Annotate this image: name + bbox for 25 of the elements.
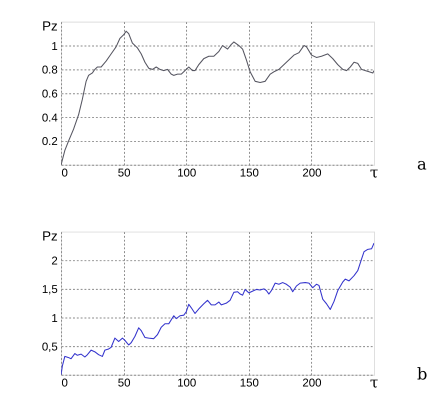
x-tick-label: 0	[62, 378, 68, 390]
y-tick-label: 0.2	[42, 136, 58, 148]
y-tick-label: 1	[51, 40, 58, 53]
y-tick-label: 0.6	[42, 88, 58, 101]
x-tick-label: 200	[302, 168, 322, 180]
x-tick-label: 50	[118, 168, 131, 180]
text: b	[417, 364, 428, 384]
y-axis-title: Pz	[42, 18, 58, 34]
y-tick-label: 2	[51, 256, 58, 268]
x-tick-label: 50	[118, 378, 131, 390]
y-axis-title: Pz	[42, 228, 58, 244]
x-tick-label: 0	[62, 168, 68, 180]
x-axis-title: τ	[370, 374, 378, 392]
y-tick-label: 0.4	[42, 112, 58, 124]
y-tick-label: 0,5	[42, 341, 58, 354]
x-tick-label: 150	[240, 378, 259, 390]
y-tick-label: 0.8	[42, 64, 58, 77]
y-tick-label: 1	[51, 312, 58, 325]
text: a	[417, 154, 428, 174]
x-axis-title: τ	[370, 164, 378, 182]
y-tick-label: 1,5	[42, 284, 58, 296]
x-tick-label: 150	[240, 168, 259, 180]
x-tick-label: 100	[177, 168, 196, 180]
x-tick-label: 200	[302, 378, 322, 390]
x-tick-label: 100	[177, 378, 196, 390]
